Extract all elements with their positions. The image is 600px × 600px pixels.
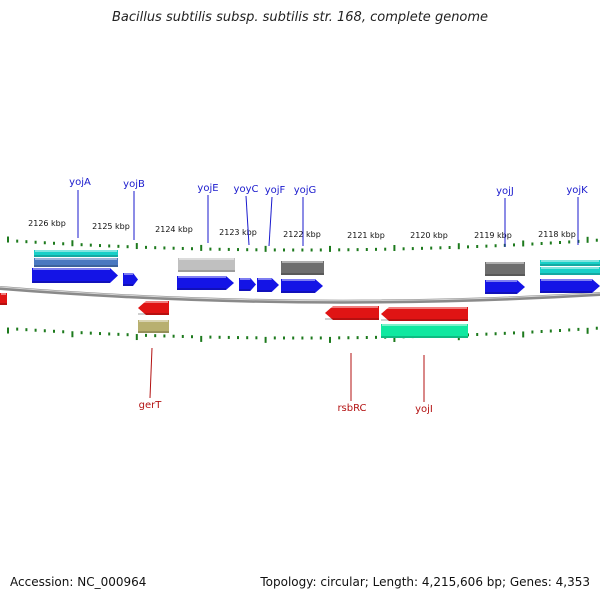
- leader-line-yoyC: [245, 195, 250, 246]
- feature-yoyC[interactable]: [239, 278, 256, 291]
- gene-label-yojI[interactable]: yojI: [415, 404, 433, 415]
- feature-yojE[interactable]: [177, 276, 234, 290]
- gene-label-yoyC[interactable]: yoyC: [234, 184, 259, 195]
- feature-yojB[interactable]: [123, 273, 138, 286]
- gene-label-yojF[interactable]: yojF: [265, 185, 286, 196]
- scale-label-2124: 2124 kbp: [155, 225, 193, 234]
- gene-label-yojE[interactable]: yojE: [197, 183, 218, 194]
- scale-label-2119: 2119 kbp: [474, 231, 512, 240]
- feature-gerT[interactable]: [138, 301, 169, 315]
- gene-label-yojJ[interactable]: yojJ: [496, 186, 514, 197]
- genome-backbone: [0, 286, 600, 304]
- kbp-scale-labels: 2126 kbp 2125 kbp 2124 kbp 2123 kbp 2122 kbp…: [28, 219, 576, 240]
- scale-label-2125: 2125 kbp: [92, 222, 130, 231]
- feature-green-yojI[interactable]: [381, 324, 468, 338]
- feature-teal-yojK[interactable]: [540, 260, 600, 266]
- scale-label-2118: 2118 kbp: [538, 230, 576, 239]
- accession-label: Accession: NC_000964: [10, 575, 147, 589]
- feature-gray-yojG[interactable]: [281, 261, 324, 275]
- feature-slate-upper[interactable]: [34, 258, 118, 267]
- gene-label-yojA[interactable]: yojA: [69, 177, 91, 188]
- gene-label-yojG[interactable]: yojG: [294, 185, 317, 196]
- feature-yojA[interactable]: [32, 268, 118, 283]
- feature-lightgray-upper[interactable]: [178, 258, 235, 272]
- scale-label-2122: 2122 kbp: [283, 230, 321, 239]
- tick-marks-upper: [7, 236, 598, 252]
- scale-label-2120: 2120 kbp: [410, 231, 448, 240]
- leader-line-yojF: [268, 196, 273, 247]
- tick-marks-lower: [7, 326, 598, 343]
- gene-labels: yojA yojB yojE yoyC yojF yojG yojJ yojK gerT rsbR…: [69, 177, 588, 415]
- gene-label-rsbRC[interactable]: rsbRC: [337, 403, 366, 414]
- gene-label-yojB[interactable]: yojB: [123, 179, 145, 190]
- scale-label-2126: 2126 kbp: [28, 219, 66, 228]
- scale-label-2123: 2123 kbp: [219, 228, 257, 237]
- gene-label-yojK[interactable]: yojK: [566, 185, 588, 196]
- feature-gray-yojJ[interactable]: [485, 262, 525, 276]
- genome-backbone-highlight: [0, 286, 600, 302]
- feature-teal-upper[interactable]: [34, 250, 118, 257]
- feature-yojK[interactable]: [540, 279, 600, 293]
- feature-yojG[interactable]: [281, 279, 323, 293]
- gene-label-gerT[interactable]: gerT: [139, 400, 163, 411]
- genome-stats-label: Topology: circular; Length: 4,215,606 bp…: [260, 575, 590, 589]
- feature-teal-yojK-2[interactable]: [540, 267, 600, 275]
- scale-label-2121: 2121 kbp: [347, 231, 385, 240]
- feature-rsbRC[interactable]: [325, 306, 379, 320]
- feature-yojI[interactable]: [381, 307, 468, 321]
- feature-yojJ[interactable]: [485, 280, 525, 294]
- feature-khaki-gerT[interactable]: [138, 320, 169, 333]
- genome-title: Bacillus subtilis subsp. subtilis str. 1…: [111, 10, 489, 25]
- feature-left-edge[interactable]: [0, 293, 7, 305]
- feature-yojF[interactable]: [257, 278, 279, 292]
- leader-line-gerT: [149, 347, 153, 399]
- feature-tracks: [0, 250, 600, 338]
